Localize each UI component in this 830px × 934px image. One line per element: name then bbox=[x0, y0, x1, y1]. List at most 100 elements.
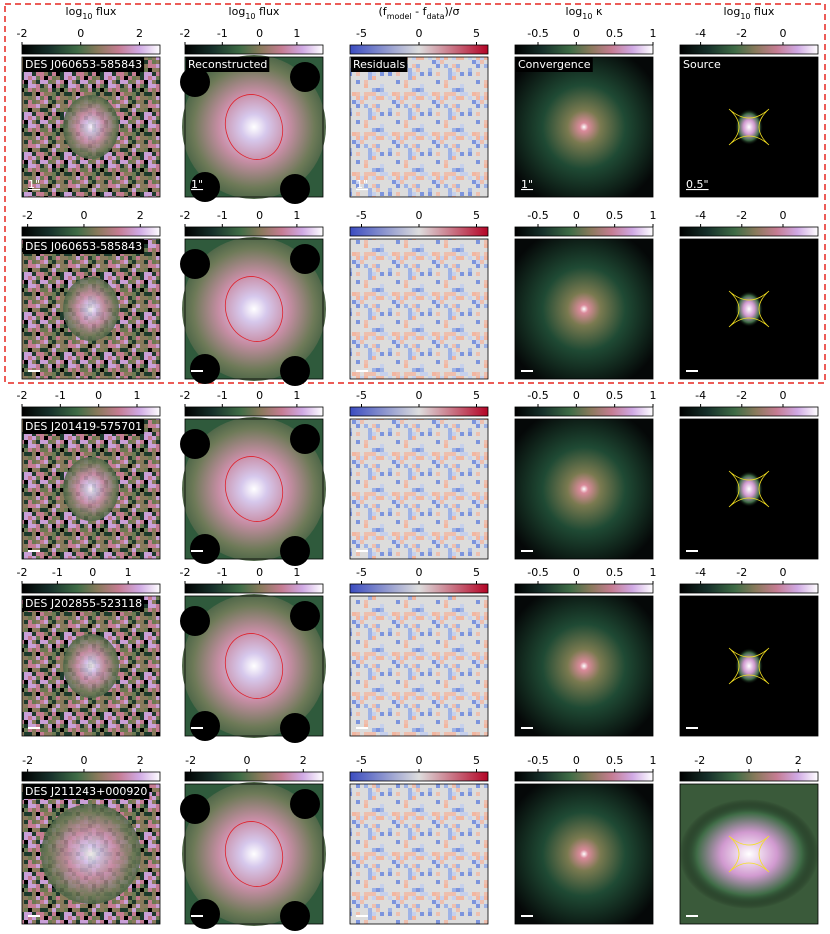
colorbar-tick-label: -1 bbox=[217, 566, 228, 579]
colorbar-tick-label: -0.5 bbox=[527, 754, 548, 767]
image-background bbox=[515, 57, 653, 197]
image-frame bbox=[184, 418, 324, 560]
image-mask bbox=[190, 534, 220, 564]
colorbar-tick-label: 0 bbox=[80, 754, 87, 767]
colorbar bbox=[349, 771, 489, 782]
image-source bbox=[735, 109, 763, 145]
colorbar bbox=[184, 226, 324, 237]
colorbar-tick-label: -2 bbox=[180, 27, 191, 40]
colorbar-tick-label: 0.5 bbox=[606, 566, 624, 579]
colorbar-tick-label: -2 bbox=[180, 389, 191, 402]
colorbar-tick-label: 1 bbox=[650, 754, 657, 767]
image-source bbox=[735, 291, 763, 327]
image-source bbox=[63, 634, 119, 698]
panel-label-bg bbox=[681, 57, 724, 72]
colorbar bbox=[349, 226, 489, 237]
image-mask bbox=[190, 354, 220, 384]
colorbar bbox=[514, 226, 654, 237]
title-part: 10 bbox=[582, 12, 592, 21]
colorbar bbox=[184, 44, 324, 55]
colorbar-tick-label: 0 bbox=[779, 27, 786, 40]
image-noise bbox=[350, 57, 488, 197]
panel-label: Residuals bbox=[353, 58, 405, 71]
critical-curve bbox=[224, 94, 284, 160]
colorbar-tick-label: -0.5 bbox=[527, 209, 548, 222]
caustic bbox=[728, 470, 770, 508]
colorbar-tick-label: -2 bbox=[22, 754, 33, 767]
title-part: data bbox=[426, 12, 444, 21]
image-mask bbox=[290, 62, 320, 92]
image-model bbox=[182, 237, 326, 381]
colorbar-tick-label: -2 bbox=[17, 389, 28, 402]
image-mask bbox=[280, 713, 310, 743]
image-frame bbox=[679, 56, 819, 198]
colorbar-tick-label: 5 bbox=[473, 389, 480, 402]
image-frame bbox=[349, 418, 489, 560]
image-model bbox=[182, 417, 326, 561]
colorbar-tick-label: 0 bbox=[573, 209, 580, 222]
image-source bbox=[63, 457, 119, 521]
colorbar bbox=[21, 771, 161, 782]
image-frame bbox=[349, 595, 489, 737]
caustic bbox=[728, 108, 770, 146]
critical-curve bbox=[224, 456, 284, 522]
panel-image bbox=[515, 596, 653, 736]
scale-label: 1" bbox=[356, 178, 368, 191]
image-frame bbox=[679, 418, 819, 560]
colorbar-tick-label: 5 bbox=[473, 209, 480, 222]
panel-image bbox=[180, 594, 326, 743]
colorbar bbox=[21, 226, 161, 237]
colorbar-tick-label: 0 bbox=[573, 566, 580, 579]
title-part: log bbox=[66, 5, 83, 18]
image-mask bbox=[180, 606, 210, 636]
colorbar-tick-label: 0.5 bbox=[606, 27, 624, 40]
colorbar-tick-label: -5 bbox=[356, 27, 367, 40]
colorbar-tick-label: -2 bbox=[22, 209, 33, 222]
image-frame bbox=[349, 56, 489, 198]
colorbar-tick-label: -2 bbox=[694, 754, 705, 767]
image-noise bbox=[350, 596, 488, 736]
image-mask bbox=[190, 172, 220, 202]
scale-label: 0.5" bbox=[686, 178, 709, 191]
colorbar-tick-label: -2 bbox=[736, 209, 747, 222]
panel-label-bg bbox=[23, 596, 145, 611]
image-frame bbox=[679, 783, 819, 925]
colorbar-tick-label: -2 bbox=[180, 209, 191, 222]
image-background bbox=[515, 239, 653, 379]
column-title: (fmodel - fdata)/σ bbox=[379, 5, 460, 21]
panel-label: DES J060653-585843 bbox=[25, 240, 142, 253]
panel-label-bg bbox=[23, 57, 145, 72]
colorbar-tick-label: 0 bbox=[779, 566, 786, 579]
colorbar-tick-label: 2 bbox=[136, 27, 143, 40]
colorbar bbox=[679, 771, 819, 782]
colorbar bbox=[514, 583, 654, 594]
column-title: log10 flux bbox=[724, 5, 775, 21]
title-part: 10 bbox=[82, 12, 92, 21]
colorbar bbox=[679, 406, 819, 417]
image-frame bbox=[184, 783, 324, 925]
title-part: log bbox=[229, 5, 246, 18]
highlight-box bbox=[4, 3, 826, 384]
colorbar-tick-label: 1 bbox=[293, 209, 300, 222]
panel-label: DES J201419-575701 bbox=[25, 420, 142, 433]
colorbar-tick-label: 0 bbox=[256, 566, 263, 579]
colorbar-tick-label: 2 bbox=[795, 754, 802, 767]
title-part: 10 bbox=[245, 12, 255, 21]
colorbar-tick-label: -5 bbox=[356, 389, 367, 402]
scale-label: 1" bbox=[521, 178, 533, 191]
colorbar-tick-label: 1 bbox=[650, 209, 657, 222]
panel-label: Source bbox=[683, 58, 721, 71]
panel-image bbox=[350, 57, 488, 197]
caustic bbox=[728, 290, 770, 328]
colorbar-tick-label: -1 bbox=[217, 209, 228, 222]
title-part: log bbox=[566, 5, 583, 18]
panel-label: DES J060653-585843 bbox=[25, 58, 142, 71]
image-mask bbox=[290, 424, 320, 454]
panel-image bbox=[180, 55, 326, 204]
panel-label: Convergence bbox=[518, 58, 591, 71]
scale-label: 1" bbox=[28, 178, 40, 191]
image-noise bbox=[350, 419, 488, 559]
title-part: (f bbox=[379, 5, 388, 18]
colorbar-tick-label: -4 bbox=[695, 566, 706, 579]
